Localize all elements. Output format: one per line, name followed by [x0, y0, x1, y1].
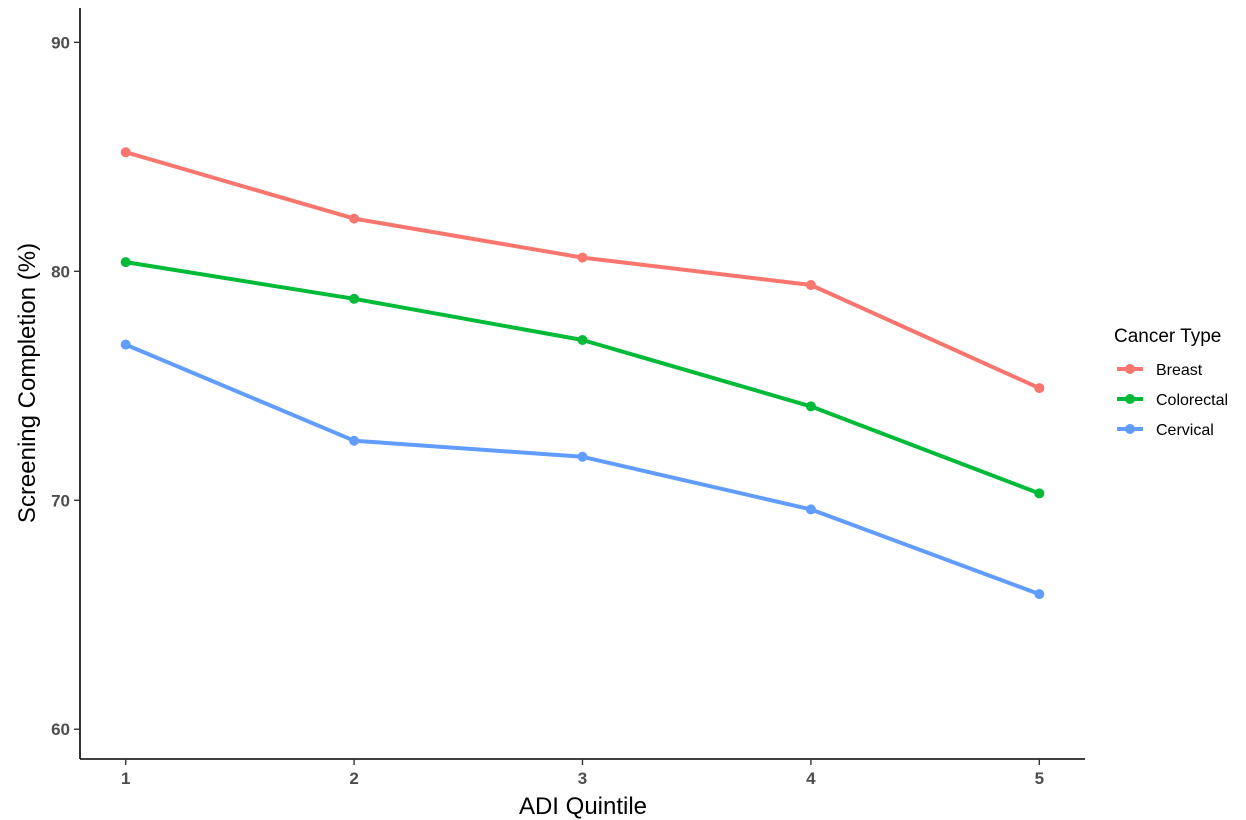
legend: Cancer Type Breast Colorectal Cervical: [1114, 326, 1228, 439]
data-point-colorectal: [349, 293, 360, 304]
x-axis-title: ADI Quintile: [519, 793, 647, 820]
legend-label: Breast: [1156, 362, 1203, 379]
data-point-cervical: [1034, 589, 1045, 600]
plot-points: [120, 147, 1045, 600]
x-axis: 1 2 3 4 5: [80, 758, 1085, 788]
x-tick-label: 5: [1035, 769, 1044, 788]
legend-title: Cancer Type: [1114, 326, 1221, 347]
data-point-cervical: [805, 504, 816, 515]
data-point-breast: [577, 252, 588, 263]
x-tick-label: 1: [121, 769, 130, 788]
legend-key-point: [1125, 424, 1135, 434]
y-tick-label: 90: [51, 33, 70, 52]
data-point-cervical: [349, 435, 360, 446]
y-axis: 60 70 80 90: [51, 8, 81, 759]
legend-key-point: [1125, 364, 1135, 374]
legend-label: Colorectal: [1156, 392, 1228, 409]
data-point-colorectal: [120, 257, 131, 268]
data-point-colorectal: [805, 401, 816, 412]
y-tick-label: 60: [51, 720, 70, 739]
legend-label: Cervical: [1156, 422, 1214, 439]
data-point-colorectal: [1034, 488, 1045, 499]
data-point-breast: [1034, 383, 1045, 394]
legend-item-colorectal: Colorectal: [1117, 392, 1228, 409]
y-tick-label: 80: [51, 262, 70, 281]
legend-key-point: [1125, 394, 1135, 404]
x-tick-label: 4: [806, 769, 816, 788]
data-point-colorectal: [577, 334, 588, 345]
series-line-cervical: [124, 342, 1040, 596]
data-point-cervical: [120, 339, 131, 350]
y-tick-label: 70: [51, 491, 70, 510]
data-point-breast: [349, 213, 360, 224]
legend-item-breast: Breast: [1117, 362, 1203, 379]
x-tick-label: 2: [349, 769, 358, 788]
data-point-breast: [120, 147, 131, 158]
legend-item-cervical: Cervical: [1117, 422, 1214, 439]
y-axis-title: Screening Completion (%): [14, 243, 41, 523]
data-point-breast: [805, 280, 816, 291]
series-line-breast: [125, 150, 1041, 390]
x-tick-label: 3: [578, 769, 587, 788]
data-point-cervical: [577, 451, 588, 462]
plot-lines: [124, 150, 1041, 596]
